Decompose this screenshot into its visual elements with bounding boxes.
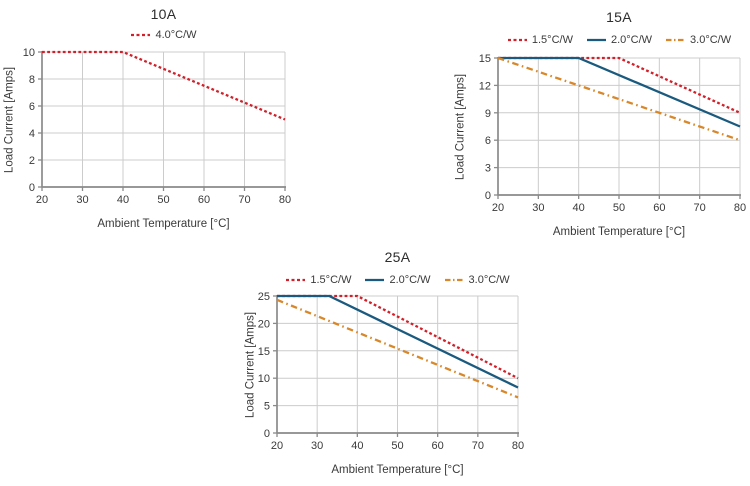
x-axis-label: Ambient Temperature [°C]	[552, 226, 686, 238]
x-tick-label: 50	[613, 202, 625, 214]
x-tick-label: 70	[694, 202, 706, 214]
solid-line-swatch-icon	[586, 38, 606, 42]
x-tick-label: 20	[36, 194, 48, 206]
series-line-dashed	[498, 56, 741, 114]
chart-legend: 1.5°C/W 2.0°C/W 3.0°C/W	[277, 274, 518, 286]
chart-legend: 1.5°C/W 2.0°C/W 3.0°C/W	[498, 34, 740, 46]
legend-item: 3.0°C/W	[444, 274, 510, 286]
x-tick-label: 20	[271, 440, 283, 452]
chart-plot-area: 20 30 40 50 60 70 80 0 3 6 9 12 15	[479, 53, 746, 214]
chart-plot-area: 20 30 40 50 60 70 80 0 2 4 6 8 10	[23, 47, 291, 206]
legend-item: 2.0°C/W	[364, 274, 431, 286]
series-line-dashdot	[276, 298, 519, 399]
y-tick-label: 9	[485, 108, 491, 120]
y-axis-label: Load Current [Amps]	[244, 311, 256, 418]
y-tick-label: 4	[29, 128, 35, 140]
chart-25a: 25A 1.5°C/W 2.0°C/W 3.0°C/W 20 30 40 50 60 70…	[190, 243, 540, 486]
series-line-dashed	[42, 50, 286, 121]
dashdot-line-swatch-icon	[666, 38, 686, 42]
x-tick-label: 80	[734, 202, 746, 214]
chart-title: 25A	[384, 249, 411, 265]
x-tick-label: 60	[653, 202, 665, 214]
x-axis-label: Ambient Temperature [°C]	[97, 218, 230, 230]
legend-label: 3.0°C/W	[690, 34, 732, 46]
y-tick-label: 2	[29, 155, 35, 167]
legend-label: 1.5°C/W	[310, 274, 352, 286]
y-tick-label: 5	[264, 401, 270, 413]
x-tick-label: 70	[238, 194, 250, 206]
x-tick-label: 80	[512, 440, 524, 452]
y-tick-label: 12	[479, 80, 491, 92]
chart-title: 10A	[150, 6, 177, 22]
x-axis-label: Ambient Temperature [°C]	[331, 464, 464, 476]
x-tick-label: 80	[279, 194, 291, 206]
x-tick-label: 40	[573, 202, 585, 214]
y-tick-label: 15	[258, 346, 270, 358]
legend-item: 3.0°C/W	[665, 34, 731, 46]
y-tick-label: 15	[479, 53, 491, 65]
y-axis-label: Load Current [Amps]	[454, 73, 466, 180]
y-tick-label: 25	[258, 291, 270, 303]
solid-line-swatch-icon	[365, 278, 385, 282]
x-tick-label: 60	[432, 440, 444, 452]
x-tick-label: 70	[472, 440, 484, 452]
chart-title: 15A	[606, 9, 632, 25]
x-tick-label: 30	[76, 194, 88, 206]
chart-15a: 15A 1.5°C/W 2.0°C/W 3.0°C/W 20 30 40 50 60 70…	[400, 0, 750, 243]
legend-item: 4.0°C/W	[130, 29, 197, 41]
legend-item: 1.5°C/W	[285, 274, 351, 286]
y-tick-label: 0	[264, 428, 270, 440]
legend-label: 1.5°C/W	[531, 34, 573, 46]
y-tick-label: 0	[29, 182, 35, 194]
y-tick-label: 10	[23, 47, 35, 59]
legend-label: 4.0°C/W	[155, 29, 197, 41]
x-tick-label: 20	[492, 202, 504, 214]
legend-label: 3.0°C/W	[468, 274, 510, 286]
y-tick-label: 10	[258, 373, 270, 385]
y-axis-label: Load Current [Amps]	[3, 66, 15, 173]
x-tick-label: 50	[157, 194, 169, 206]
y-tick-label: 20	[258, 318, 270, 330]
y-tick-label: 6	[29, 101, 35, 113]
y-tick-label: 0	[485, 190, 491, 202]
series-line-dashdot	[497, 56, 741, 142]
legend-item: 2.0°C/W	[586, 34, 652, 46]
legend-item: 1.5°C/W	[507, 34, 573, 46]
chart-legend: 4.0°C/W	[42, 29, 285, 41]
legend-label: 2.0°C/W	[610, 34, 653, 46]
legend-label: 2.0°C/W	[389, 274, 431, 286]
y-tick-label: 6	[485, 135, 491, 147]
y-tick-label: 3	[485, 163, 491, 175]
x-tick-label: 30	[532, 202, 544, 214]
x-tick-label: 60	[198, 194, 210, 206]
dashdot-line-swatch-icon	[444, 278, 464, 282]
series-line-solid	[498, 56, 741, 128]
y-tick-label: 8	[29, 74, 35, 86]
chart-plot-area: 20 30 40 50 60 70 80 0 5 10 15 20 25	[258, 291, 524, 452]
series-line-solid	[277, 294, 519, 389]
x-tick-label: 40	[351, 440, 363, 452]
x-tick-label: 30	[311, 440, 323, 452]
x-tick-label: 50	[391, 440, 403, 452]
chart-10a: 10A 4.0°C/W 20 30 40 50 60 70 80 0 2 4 6 8 10 Ambien…	[0, 0, 340, 243]
x-tick-label: 40	[117, 194, 129, 206]
